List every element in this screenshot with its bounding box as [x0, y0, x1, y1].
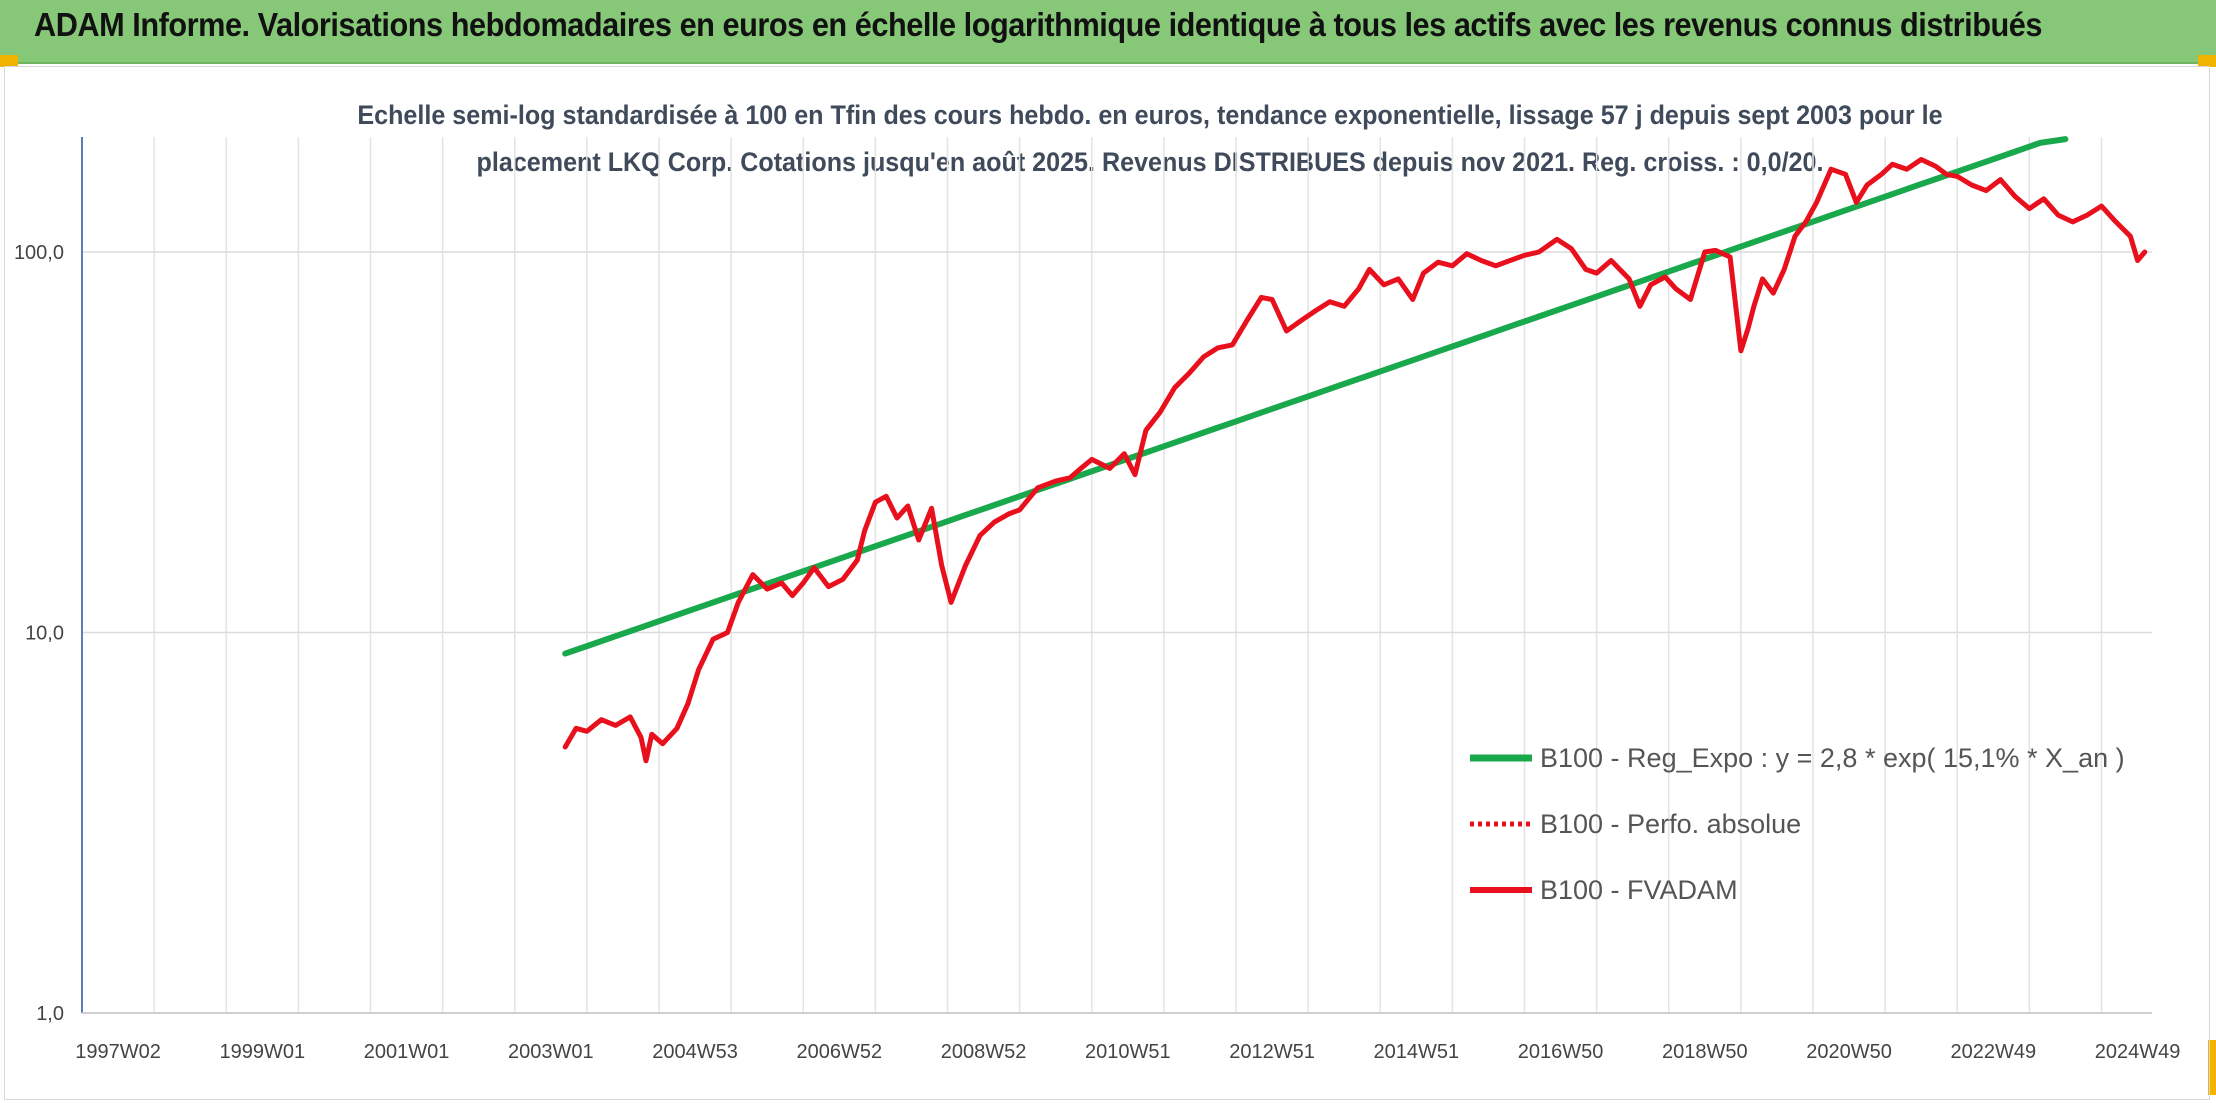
x-tick-label: 2003W01	[508, 1041, 594, 1063]
x-tick-label: 1997W02	[75, 1041, 161, 1063]
legend-label: B100 - Reg_Expo : y = 2,8 * exp( 15,1% *…	[1540, 743, 2125, 773]
corner-marker-bottom-right	[2208, 1040, 2216, 1095]
y-tick-label: 10,0	[25, 623, 64, 645]
title-banner: ADAM Informe. Valorisations hebdomadaire…	[0, 0, 2216, 64]
x-tick-label: 2012W51	[1229, 1041, 1315, 1063]
chart-subtitle-line-2: placement LKQ Corp. Cotations jusqu'en a…	[476, 147, 1824, 177]
grid-layer	[81, 137, 2152, 1014]
chart-subtitle: Echelle semi-log standardisée à 100 en T…	[313, 92, 1987, 186]
chart-legend: B100 - Reg_Expo : y = 2,8 * exp( 15,1% *…	[1470, 743, 2125, 905]
legend-label: B100 - FVADAM	[1540, 875, 1738, 905]
chart-subtitle-line-1: Echelle semi-log standardisée à 100 en T…	[357, 100, 1943, 130]
legend-label: B100 - Perfo. absolue	[1540, 809, 1801, 839]
x-tick-label: 2018W50	[1662, 1041, 1748, 1063]
report-title: ADAM Informe. Valorisations hebdomadaire…	[34, 6, 2043, 43]
x-tick-label: 2001W01	[364, 1041, 450, 1063]
regression-trend-line	[562, 136, 2069, 657]
x-tick-label: 2014W51	[1374, 1041, 1460, 1063]
x-tick-label: 2022W49	[1951, 1041, 2037, 1063]
x-tick-label: 2004W53	[652, 1041, 738, 1063]
x-tick-label: 2010W51	[1085, 1041, 1171, 1063]
y-tick-label: 1,0	[36, 1003, 64, 1025]
x-tick-label: 2006W52	[797, 1041, 883, 1063]
corner-marker-top-left	[0, 55, 18, 67]
corner-marker-top-right	[2198, 55, 2216, 67]
x-tick-label: 2016W50	[1518, 1041, 1604, 1063]
x-tick-label: 2024W49	[2095, 1041, 2181, 1063]
axis-layer: 1,0 10,0 100,0 1997W02 1999W01 2001W01 2003W01…	[14, 137, 2180, 1063]
series-layer	[562, 136, 2148, 764]
fvadam-price-line	[562, 157, 2148, 764]
x-tick-label: 2008W52	[941, 1041, 1027, 1063]
x-tick-label: 2020W50	[1806, 1041, 1892, 1063]
x-tick-label: 1999W01	[220, 1041, 306, 1063]
chart-frame	[4, 66, 2210, 1100]
y-tick-label: 100,0	[14, 242, 64, 264]
